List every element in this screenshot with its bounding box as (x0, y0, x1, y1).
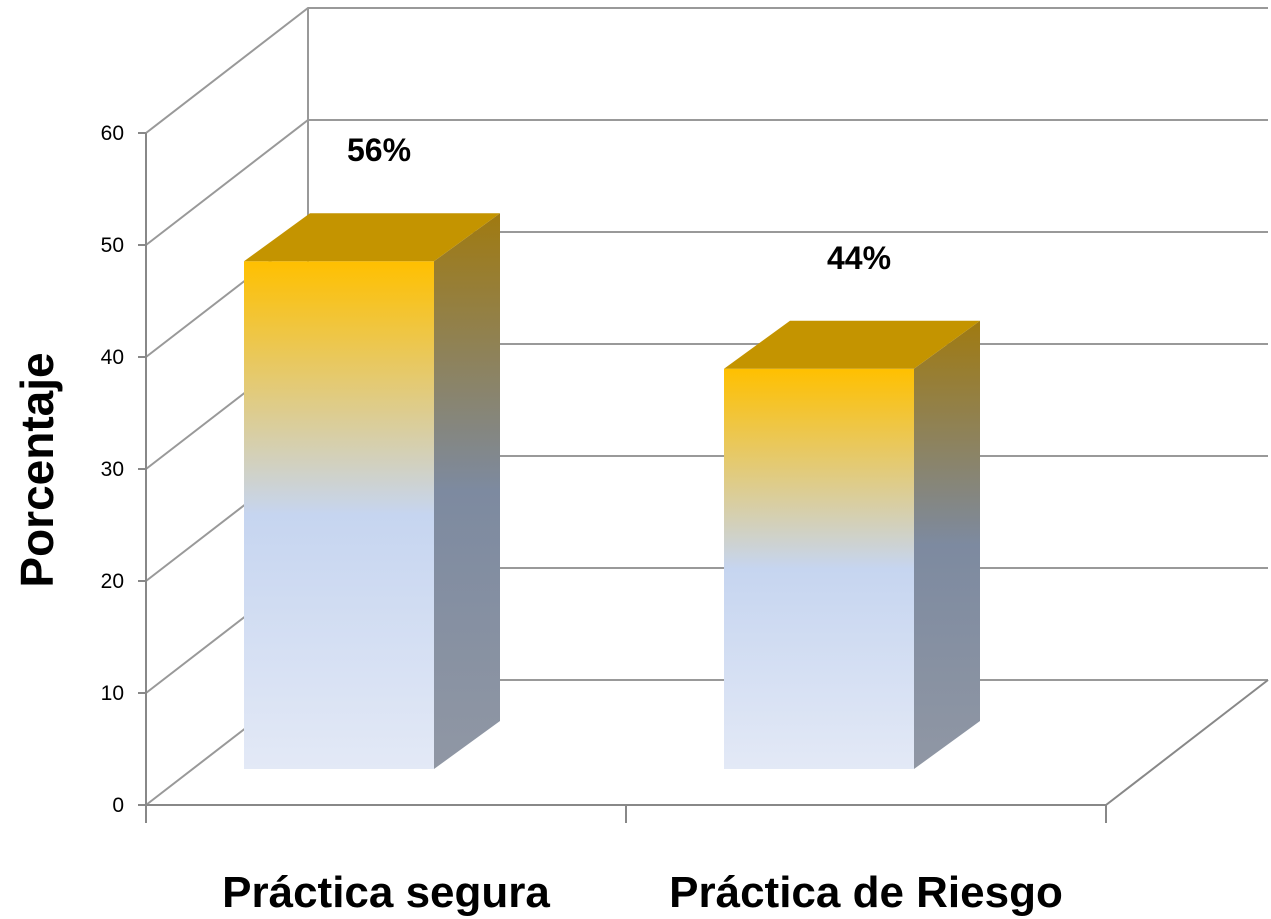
y-tick-label: 60 (101, 122, 124, 145)
y-axis-title: Porcentaje (11, 352, 63, 587)
y-axis: 0 10 20 30 40 50 60 (101, 122, 1107, 823)
data-label: 44% (827, 240, 891, 276)
data-label: 56% (347, 132, 411, 168)
bar-top (244, 213, 500, 262)
bar-top (724, 320, 980, 369)
bars (244, 213, 980, 770)
y-tick-label: 50 (101, 234, 124, 257)
gridline (145, 7, 1268, 134)
x-axis-labels: Práctica segura Práctica de Riesgo (222, 868, 1063, 917)
y-tick-label: 30 (101, 458, 124, 481)
bar-front (244, 261, 434, 769)
y-tick-label: 10 (101, 682, 124, 705)
y-tick-label: 0 (112, 794, 124, 817)
bar-side (434, 213, 500, 770)
bar-front (724, 368, 914, 769)
x-axis-category-label: Práctica de Riesgo (669, 868, 1063, 917)
floor-right-edge (1105, 679, 1269, 806)
y-tick-label: 20 (101, 570, 124, 593)
data-labels: 56% 44% (347, 132, 891, 276)
bar-side (914, 320, 980, 769)
x-axis-category-label: Práctica segura (222, 868, 550, 917)
y-tick-label: 40 (101, 346, 124, 369)
